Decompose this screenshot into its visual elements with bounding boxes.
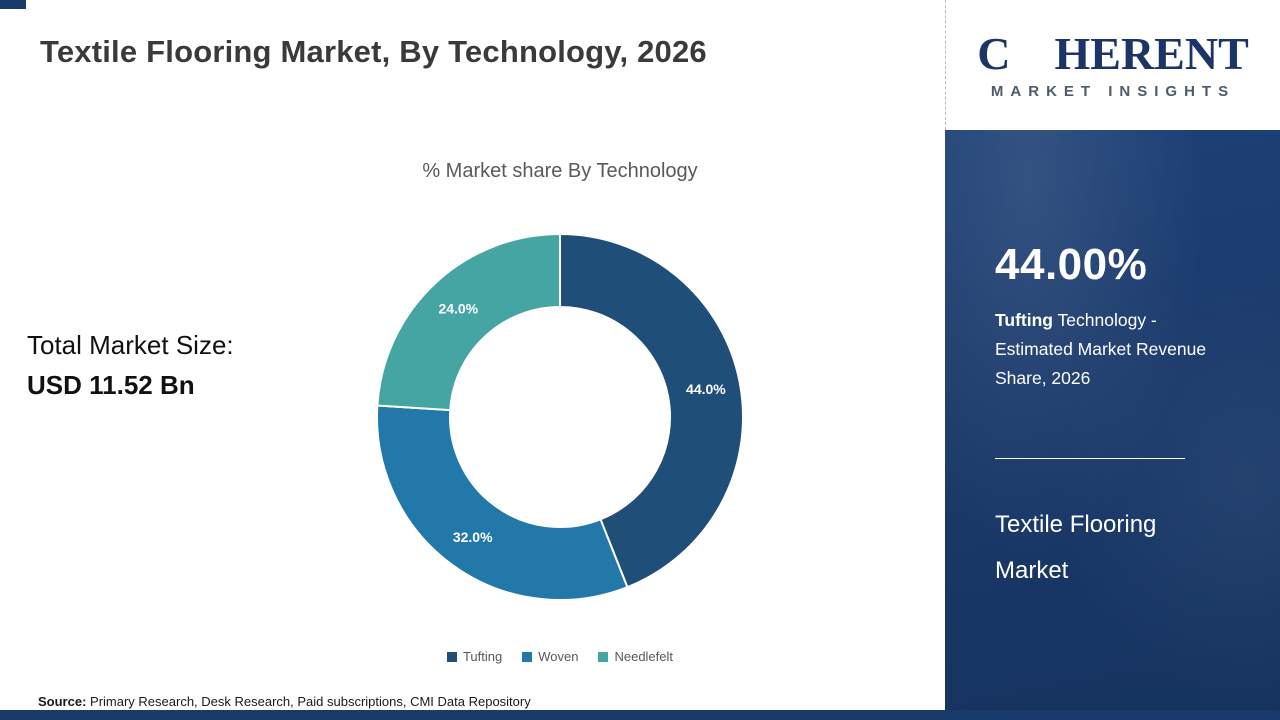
corner-accent-bar: [0, 0, 26, 9]
side-panel: 44.00% Tufting Technology - Estimated Ma…: [945, 130, 1280, 720]
slice-label-needlefelt: 24.0%: [438, 301, 478, 317]
logo-letter-c: C: [977, 27, 1011, 79]
stat-description: Tufting Technology - Estimated Market Re…: [995, 306, 1209, 393]
pie-slice-woven: [375, 404, 629, 601]
legend-marker-icon: [446, 651, 457, 662]
legend-label: Needlefelt: [614, 649, 674, 664]
total-market-size-block: Total Market Size: USD 11.52 Bn: [27, 330, 234, 401]
source-line: Source: Primary Research, Desk Research,…: [38, 694, 531, 709]
stat-description-bold: Tufting: [995, 310, 1053, 330]
panel-footer: Textile Flooring Market: [995, 502, 1156, 594]
legend-label: Woven: [538, 649, 579, 664]
legend-label: Tufting: [462, 649, 503, 664]
panel-divider: [995, 458, 1185, 459]
pie-slice-needlefelt: [376, 232, 561, 412]
logo-letters-rest: HERENT: [1054, 27, 1249, 79]
legend-marker-icon: [598, 651, 609, 662]
legend-item-needlefelt: Needlefelt: [598, 649, 673, 664]
chart-legend: Tufting Woven Needlefelt: [0, 649, 1120, 664]
slice-label-woven: 32.0%: [453, 529, 493, 545]
bottom-accent-bar: [0, 710, 1280, 720]
source-text: Primary Research, Desk Research, Paid su…: [86, 694, 531, 709]
source-label: Source:: [38, 694, 87, 709]
donut-chart-container: 44.0% 32.0% 24.0%: [370, 227, 750, 607]
legend-item-woven: Woven: [522, 649, 578, 664]
page-title: Textile Flooring Market, By Technology, …: [40, 34, 707, 69]
logo-wordmark: C HERENT: [977, 27, 1249, 79]
chart-title: % Market share By Technology: [422, 160, 698, 182]
total-market-size-label: Total Market Size:: [27, 330, 234, 360]
total-market-size-value: USD 11.52 Bn: [27, 370, 195, 400]
logo-subtitle: MARKET INSIGHTS: [990, 82, 1236, 100]
stat-description-rest: Technology - Estimated Market Revenue Sh…: [995, 310, 1207, 388]
panel-footer-line2: Market: [995, 557, 1069, 584]
slice-label-tufting: 44.0%: [686, 381, 726, 397]
company-logo: C HERENT MARKET INSIGHTS: [945, 0, 1280, 130]
legend-marker-icon: [522, 651, 533, 662]
legend-item-tufting: Tufting: [446, 649, 503, 664]
donut-chart: 44.0% 32.0% 24.0%: [375, 232, 744, 601]
pie-slice-tufting: [559, 232, 744, 589]
panel-footer-line1: Textile Flooring: [995, 511, 1157, 538]
stat-value: 44.00%: [995, 240, 1148, 289]
dotted-globe-icon: [1012, 35, 1052, 75]
